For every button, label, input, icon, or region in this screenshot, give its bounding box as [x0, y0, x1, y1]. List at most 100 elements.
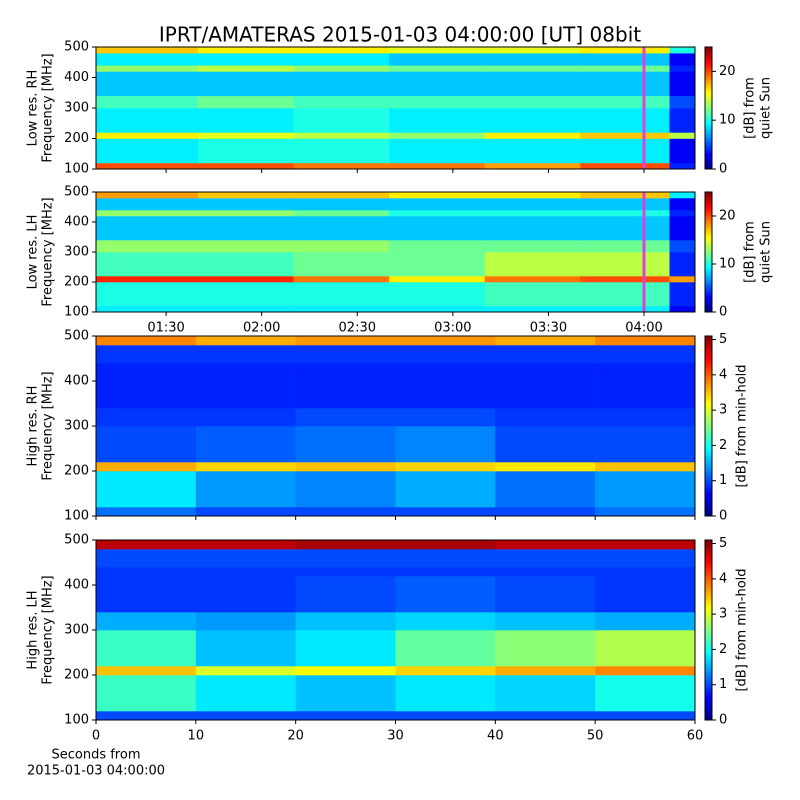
heat-cell: [96, 471, 197, 508]
colorbar-step: [705, 654, 712, 658]
heat-cell: [96, 132, 199, 139]
heat-cell: [389, 240, 486, 253]
heat-cell: [580, 108, 670, 133]
heat-cell: [197, 47, 294, 54]
heat-cell: [595, 345, 696, 364]
heat-cell: [495, 507, 596, 517]
heat-cell: [580, 216, 670, 241]
heat-cell: [96, 567, 197, 577]
colorbar-step: [705, 510, 712, 514]
heat-cell: [389, 252, 486, 277]
heat-cell: [295, 567, 396, 577]
x-tick-label: 04:00: [625, 321, 662, 336]
colorbar-step: [705, 609, 712, 613]
x-axis-label: Seconds from: [51, 748, 140, 763]
colorbar-step: [705, 208, 712, 211]
x-tick-label: 20: [287, 729, 304, 744]
colorbar-step: [705, 196, 712, 199]
colorbar-step: [705, 150, 712, 154]
colorbar-step: [705, 236, 712, 239]
colorbar-step: [705, 95, 712, 99]
colorbar-step: [705, 140, 712, 143]
heat-cell: [389, 282, 486, 307]
colorbar-step: [705, 65, 712, 68]
colorbar-step: [705, 591, 712, 595]
colorbar-step: [705, 134, 712, 137]
heat-cell: [96, 252, 199, 277]
heat-cell: [293, 132, 390, 139]
heat-cell: [484, 47, 581, 54]
heat-cell: [595, 471, 696, 508]
colorbar-step: [705, 286, 712, 289]
heat-cell: [96, 192, 199, 199]
y-tick-label: 400: [64, 374, 89, 389]
heat-cell: [389, 65, 486, 72]
colorbar-step: [705, 633, 712, 637]
heat-cell: [295, 345, 396, 364]
colorbar-step: [705, 144, 712, 148]
colorbar-step: [705, 354, 712, 358]
y-axis-label: Frequency [MHz]: [41, 197, 56, 306]
heat-cell: [96, 372, 197, 409]
colorbar-step: [705, 702, 712, 706]
heat-cell: [595, 408, 696, 427]
colorbar-step: [705, 432, 712, 436]
colorbar-step: [705, 486, 712, 490]
colorbar-step: [705, 264, 712, 267]
heat-cell: [295, 372, 396, 409]
heat-cell: [395, 471, 496, 508]
heat-cell: [669, 198, 696, 211]
colorbar-tick-label: 2: [719, 642, 727, 657]
colorbar-step: [705, 87, 712, 91]
heat-cell: [293, 95, 390, 109]
heat-cell: [195, 711, 296, 721]
heat-cell: [389, 198, 486, 211]
colorbar-step: [705, 61, 712, 64]
heat-cell: [395, 612, 496, 631]
colorbar-step: [705, 351, 712, 355]
heat-cell: [669, 210, 696, 217]
colorbar-step: [705, 555, 712, 559]
colorbar-step: [705, 232, 712, 235]
heat-cell: [580, 210, 670, 217]
heat-cell: [96, 108, 199, 133]
colorbar-step: [705, 202, 712, 205]
colorbar-step: [705, 447, 712, 451]
colorbar-step: [705, 477, 712, 481]
heat-cell: [295, 711, 396, 721]
colorbar-step: [705, 49, 712, 52]
colorbar-step: [705, 292, 712, 295]
y-tick-label: 200: [64, 131, 89, 146]
colorbar-step: [705, 204, 712, 207]
heat-cell: [484, 65, 581, 72]
colorbar-step: [705, 124, 712, 127]
colorbar-step: [705, 603, 712, 607]
heat-cell: [197, 306, 294, 313]
heat-cell: [389, 53, 486, 66]
heat-cell: [295, 507, 396, 517]
heat-cell: [295, 666, 396, 676]
y-tick-label: 300: [64, 245, 89, 260]
heat-cell: [395, 507, 496, 517]
heat-cell: [293, 71, 390, 97]
heat-cell: [197, 282, 294, 307]
y-tick-label: 200: [64, 668, 89, 683]
heat-cell: [669, 306, 696, 313]
heat-cell: [197, 65, 294, 72]
colorbar-step: [705, 75, 712, 78]
colorbar-step: [705, 228, 712, 231]
colorbar-step: [705, 266, 712, 269]
heat-cell: [295, 612, 396, 631]
heat-cell: [580, 71, 670, 97]
colorbar-tick-label: 10: [719, 113, 736, 128]
heat-cell: [395, 462, 496, 472]
heat-cell: [389, 108, 486, 133]
colorbar-step: [705, 396, 712, 400]
heat-cell: [595, 336, 696, 346]
heat-cell: [669, 162, 696, 170]
heat-cell: [293, 276, 390, 283]
colorbar-step: [705, 666, 712, 670]
heat-cell: [293, 240, 390, 253]
x-tick-label: 0: [92, 729, 100, 744]
